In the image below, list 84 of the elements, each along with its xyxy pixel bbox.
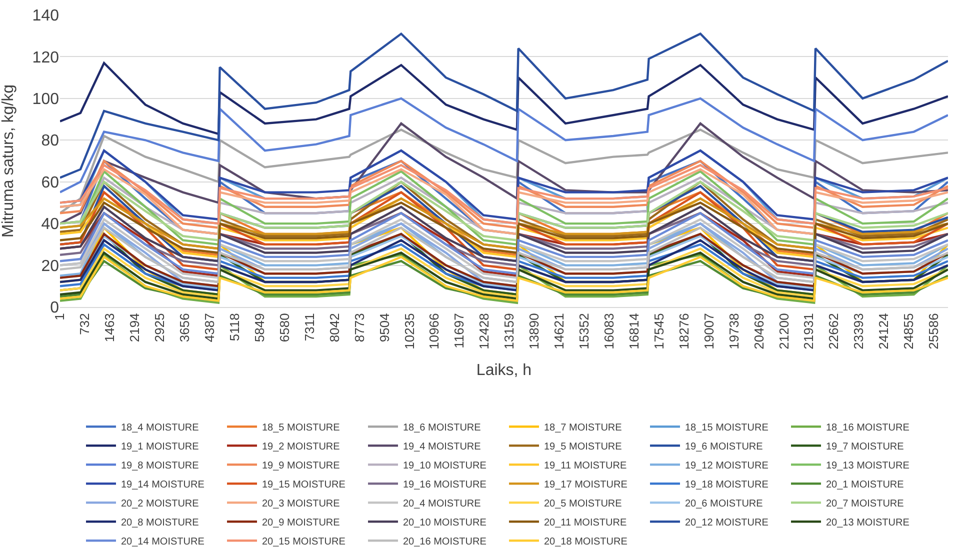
x-tick-label: 5118 [226, 313, 242, 342]
legend-label: 20_12 MOISTURE [685, 518, 769, 529]
x-tick-label: 3656 [177, 313, 192, 342]
x-tick-label: 21200 [776, 313, 792, 350]
x-tick-label: 11697 [452, 313, 467, 348]
x-tick-label: 5849 [252, 313, 267, 342]
legend-label: 18_16 MOISTURE [826, 422, 910, 434]
x-tick-label: 6580 [276, 313, 292, 342]
legend-label: 20_16 MOISTURE [403, 536, 487, 548]
legend-label: 19_8 MOISTURE [121, 460, 200, 472]
x-tick-label: 9504 [376, 313, 392, 342]
legend-label: 19_13 MOISTURE [826, 460, 910, 472]
legend-label: 20_7 MOISTURE [826, 498, 904, 510]
x-tick-label: 16814 [626, 313, 642, 350]
legend-label: 20_11 MOISTURE [544, 518, 627, 529]
x-tick-label: 22662 [826, 313, 842, 350]
y-tick-label: 140 [32, 8, 60, 25]
legend-label: 19_14 MOISTURE [121, 480, 205, 491]
x-tick-label: 19738 [726, 313, 742, 350]
x-tick-label: 13890 [526, 313, 542, 350]
y-tick-label: 100 [32, 91, 60, 108]
x-tick-label: 1463 [102, 313, 118, 342]
legend-label: 19_17 MOISTURE [544, 480, 628, 491]
legend-label: 19_6 MOISTURE [685, 442, 764, 453]
x-tick-label: 10235 [402, 313, 417, 350]
legend-label: 19_2 MOISTURE [262, 442, 340, 453]
legend-label: 19_10 MOISTURE [403, 460, 487, 472]
legend-label: 18_15 MOISTURE [685, 422, 769, 434]
legend-label: 20_9 MOISTURE [262, 518, 340, 529]
x-tick-label: 17545 [651, 313, 666, 350]
x-tick-label: 16083 [602, 313, 617, 350]
x-tick-label: 13159 [502, 313, 517, 350]
x-tick-label: 24124 [876, 313, 892, 350]
legend-label: 19_9 MOISTURE [262, 460, 340, 472]
legend-label: 19_1 MOISTURE [121, 442, 200, 453]
y-axis-title: Mitruma saturs, kg/kg [0, 84, 17, 238]
legend-label: 20_10 MOISTURE [403, 518, 487, 529]
legend-label: 18_7 MOISTURE [544, 422, 622, 434]
y-tick-label: 120 [32, 49, 60, 66]
legend-label: 19_16 MOISTURE [403, 480, 487, 491]
legend-label: 18_5 MOISTURE [262, 422, 340, 434]
x-tick-label: 20469 [751, 313, 766, 350]
legend-label: 20_3 MOISTURE [262, 498, 340, 510]
x-tick-label: 4387 [202, 313, 218, 342]
legend-label: 19_11 MOISTURE [544, 460, 627, 472]
x-tick-label: 14621 [552, 313, 567, 350]
x-tick-label: 25586 [926, 313, 942, 350]
legend-label: 20_18 MOISTURE [544, 536, 628, 548]
x-tick-label: 18276 [676, 313, 692, 350]
legend-label: 20_13 MOISTURE [826, 518, 910, 529]
legend-label: 20_4 MOISTURE [403, 498, 482, 510]
legend-label: 19_18 MOISTURE [685, 480, 769, 491]
y-tick-label: 40 [41, 216, 60, 234]
legend-label: 19_7 MOISTURE [826, 442, 904, 453]
y-tick-label: 60 [41, 174, 60, 192]
x-tick-label: 24855 [901, 313, 916, 350]
x-tick-label: 8042 [326, 313, 342, 342]
x-tick-label: 7311 [302, 313, 317, 342]
legend-label: 19_15 MOISTURE [262, 480, 346, 491]
x-tick-label: 15352 [576, 313, 592, 350]
x-axis-title: Laiks, h [476, 362, 532, 380]
x-tick-label: 10966 [426, 313, 442, 350]
x-tick-label: 21931 [801, 313, 816, 350]
legend-label: 20_8 MOISTURE [121, 518, 200, 529]
y-tick-label: 80 [41, 132, 60, 150]
legend-label: 19_12 MOISTURE [685, 460, 769, 472]
y-tick-label: 20 [41, 258, 60, 275]
legend-label: 20_6 MOISTURE [685, 498, 764, 510]
legend-label: 20_1 MOISTURE [826, 480, 904, 491]
legend-label: 20_15 MOISTURE [262, 536, 346, 548]
legend-label: 19_5 MOISTURE [544, 442, 622, 453]
legend-label: 18_4 MOISTURE [121, 422, 200, 434]
x-tick-label: 2925 [152, 313, 168, 342]
legend-label: 20_14 MOISTURE [121, 536, 205, 548]
x-tick-label: 23393 [851, 313, 866, 350]
legend-label: 18_6 MOISTURE [403, 422, 482, 434]
legend-label: 20_5 MOISTURE [544, 498, 622, 510]
legend-label: 20_2 MOISTURE [121, 498, 200, 510]
x-tick-label: 2194 [127, 313, 142, 342]
x-tick-label: 732 [77, 313, 92, 335]
x-tick-label: 12428 [476, 313, 492, 350]
x-tick-label: 19007 [701, 313, 716, 350]
legend-label: 19_4 MOISTURE [403, 442, 482, 453]
x-tick-label: 8773 [352, 313, 367, 342]
